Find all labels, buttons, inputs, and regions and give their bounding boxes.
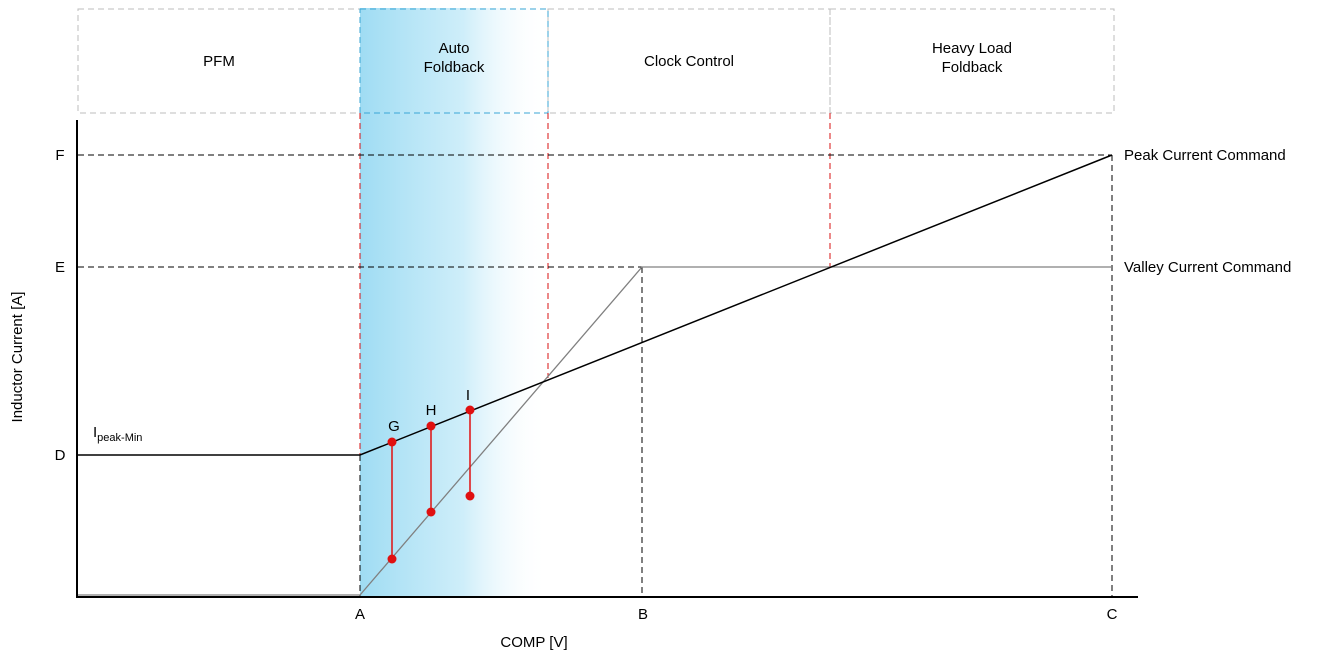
point-label-g: G [388,418,400,435]
ripple-segments [391,410,471,559]
region-label-pfm: PFM [203,53,235,70]
x-tick-a: A [355,606,365,623]
point-label-h: H [426,402,437,419]
peak-current-label: Peak Current Command [1124,147,1286,164]
region-label-clock-control: Clock Control [644,53,734,70]
marker-i-valley [465,491,475,501]
valley-current-label: Valley Current Command [1124,259,1291,276]
ipeak-min-label: Ipeak-Min [93,424,142,444]
region-box-auto-foldback [359,8,549,114]
region-box-heavy-load [829,8,1115,114]
auto-foldback-highlight [360,8,548,596]
valley-current-curve [78,266,1112,596]
marker-g-valley [387,554,397,564]
x-axis-title: COMP [V] [500,634,567,651]
region-label-auto-foldback-line1: Auto [439,40,470,57]
y-axis-title: Inductor Current [A] [9,292,26,423]
region-dividers [359,113,831,455]
region-label-heavy-load-line1: Heavy Load [932,40,1012,57]
y-tick-e: E [55,259,65,276]
marker-h-valley [426,507,436,517]
region-label-heavy-load-line2: Foldback [942,59,1003,76]
x-tick-b: B [638,606,648,623]
region-label-auto-foldback-line2: Foldback [424,59,485,76]
x-tick-c: C [1107,606,1118,623]
point-label-i: I [466,387,470,404]
marker-g-peak [387,437,397,447]
ripple-markers [387,405,475,564]
guide-lines [78,154,1113,597]
y-tick-f: F [55,147,64,164]
marker-i-peak [465,405,475,415]
y-tick-d: D [55,447,66,464]
marker-h-peak [426,421,436,431]
peak-current-curve [78,154,1113,456]
